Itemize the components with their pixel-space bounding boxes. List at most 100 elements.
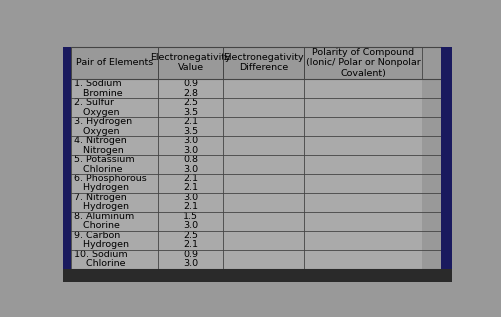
Bar <box>158 164 222 174</box>
Bar <box>71 221 158 231</box>
Bar <box>158 221 222 231</box>
Bar <box>304 221 421 231</box>
Bar <box>158 231 222 240</box>
Text: 5. Potassium: 5. Potassium <box>74 155 135 164</box>
Bar <box>304 183 421 193</box>
Bar <box>222 145 304 155</box>
Bar <box>71 202 158 212</box>
Text: 2.1: 2.1 <box>183 117 197 126</box>
Text: 4. Nitrogen: 4. Nitrogen <box>74 136 127 145</box>
Text: 2.1: 2.1 <box>183 174 197 183</box>
Bar <box>71 117 158 126</box>
Bar <box>71 240 158 250</box>
Text: 6. Phosphorous: 6. Phosphorous <box>74 174 147 183</box>
Bar <box>71 231 158 240</box>
Bar <box>158 107 222 117</box>
Bar <box>222 259 304 269</box>
Bar <box>304 212 421 221</box>
Bar <box>158 79 222 88</box>
Bar <box>63 47 71 269</box>
Text: Electronegativity
Difference: Electronegativity Difference <box>223 53 303 72</box>
Bar <box>222 164 304 174</box>
Text: Hydrogen: Hydrogen <box>74 184 129 192</box>
Bar <box>71 47 158 79</box>
Text: Polarity of Compound
(Ionic/ Polar or Nonpolar
Covalent): Polarity of Compound (Ionic/ Polar or No… <box>305 48 420 78</box>
Bar <box>304 117 421 126</box>
Text: Bromine: Bromine <box>74 88 123 98</box>
Text: Pair of Elements: Pair of Elements <box>76 58 153 67</box>
Text: Chlorine: Chlorine <box>74 165 123 173</box>
Text: 3.0: 3.0 <box>182 136 198 145</box>
Text: Hydrogen: Hydrogen <box>74 241 129 249</box>
Bar <box>304 136 421 145</box>
Bar <box>158 212 222 221</box>
Bar <box>440 47 451 269</box>
Bar <box>304 231 421 240</box>
Bar <box>158 98 222 107</box>
Text: 2.5: 2.5 <box>183 98 197 107</box>
Text: 0.9: 0.9 <box>183 79 197 88</box>
Bar <box>222 126 304 136</box>
Bar <box>304 193 421 202</box>
Text: 3.5: 3.5 <box>182 126 198 135</box>
Bar <box>222 155 304 164</box>
Bar <box>71 136 158 145</box>
Bar <box>222 250 304 259</box>
Bar <box>222 221 304 231</box>
Bar <box>63 269 451 282</box>
Text: 0.9: 0.9 <box>183 250 197 259</box>
Text: 2.1: 2.1 <box>183 203 197 211</box>
Bar <box>222 240 304 250</box>
Bar <box>222 174 304 183</box>
Bar <box>158 240 222 250</box>
Bar <box>304 164 421 174</box>
Bar <box>222 202 304 212</box>
Bar <box>222 79 304 88</box>
Bar <box>304 250 421 259</box>
Bar <box>304 126 421 136</box>
Bar <box>71 259 158 269</box>
Text: 3.0: 3.0 <box>182 146 198 154</box>
Bar <box>158 250 222 259</box>
Bar <box>158 202 222 212</box>
Bar <box>222 183 304 193</box>
Bar <box>71 98 158 107</box>
Text: 10. Sodium: 10. Sodium <box>74 250 128 259</box>
Bar <box>71 183 158 193</box>
Bar <box>158 47 222 79</box>
Bar <box>304 88 421 98</box>
Text: 3. Hydrogen: 3. Hydrogen <box>74 117 132 126</box>
Bar <box>158 193 222 202</box>
Text: Oxygen: Oxygen <box>74 107 120 117</box>
Text: 9. Carbon: 9. Carbon <box>74 231 120 240</box>
Bar <box>158 155 222 164</box>
Bar <box>304 47 421 79</box>
Text: 1.5: 1.5 <box>183 212 197 221</box>
Bar <box>158 126 222 136</box>
Text: 8. Aluminum: 8. Aluminum <box>74 212 134 221</box>
Bar <box>304 145 421 155</box>
Bar <box>71 126 158 136</box>
Bar <box>71 79 158 88</box>
Bar <box>158 145 222 155</box>
Bar <box>71 250 158 259</box>
Text: 3.5: 3.5 <box>182 107 198 117</box>
Text: 3.0: 3.0 <box>182 165 198 173</box>
Bar <box>304 155 421 164</box>
Bar <box>304 174 421 183</box>
Bar <box>222 88 304 98</box>
Text: Chorine: Chorine <box>74 222 120 230</box>
Bar <box>71 88 158 98</box>
Bar <box>304 202 421 212</box>
Bar <box>158 117 222 126</box>
Text: Chlorine: Chlorine <box>74 259 126 268</box>
Bar <box>158 174 222 183</box>
Bar <box>158 136 222 145</box>
Bar <box>158 259 222 269</box>
Bar <box>304 98 421 107</box>
Bar <box>222 47 304 79</box>
Bar <box>222 136 304 145</box>
Bar <box>71 174 158 183</box>
Bar <box>304 107 421 117</box>
Bar <box>304 240 421 250</box>
